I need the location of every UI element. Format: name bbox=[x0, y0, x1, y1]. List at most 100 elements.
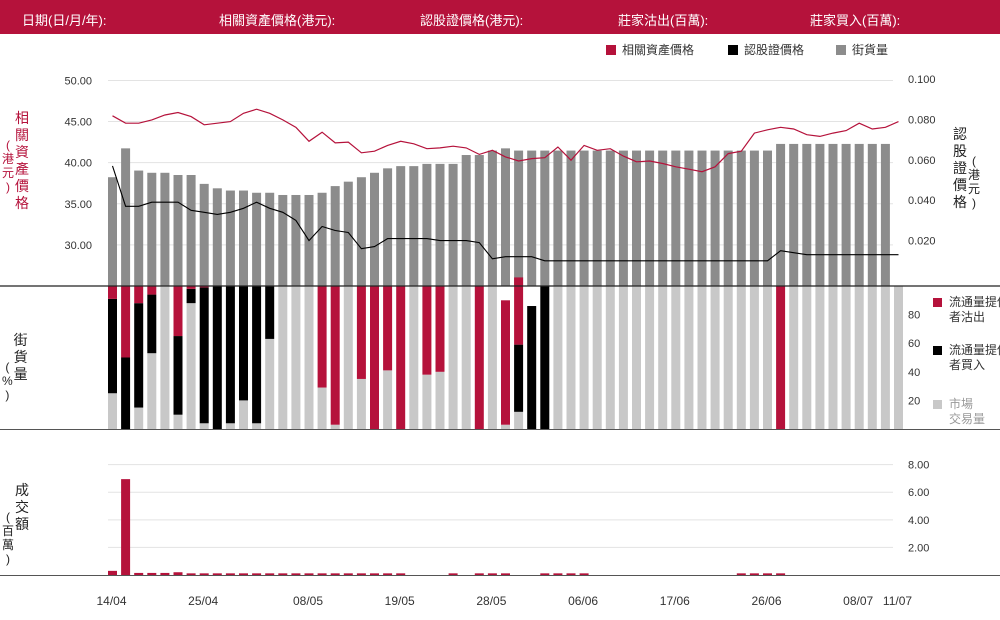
outstanding-bar bbox=[343, 181, 353, 286]
market-volume-bar bbox=[723, 286, 733, 429]
left-tick-label: 35.00 bbox=[64, 199, 92, 211]
lp-sell-bar bbox=[108, 286, 117, 299]
market-volume-bar bbox=[186, 303, 196, 429]
market-volume-bar bbox=[291, 286, 301, 429]
outstanding-bar bbox=[147, 172, 157, 286]
legend-label: 認股證價格 bbox=[744, 42, 804, 57]
legend-label: 市場交易量 bbox=[949, 396, 985, 426]
right-tick-label: 0.100 bbox=[908, 74, 936, 86]
turnover-bar bbox=[225, 573, 235, 575]
market-volume-bar bbox=[605, 286, 615, 429]
lp-buy-bar bbox=[252, 286, 262, 424]
header-warrant-price-label: 認股證價格(港元): bbox=[420, 13, 524, 28]
axis-unit: (港元) bbox=[968, 154, 981, 210]
right-tick-label: 0.060 bbox=[908, 155, 936, 167]
market-volume-bar bbox=[343, 286, 353, 429]
market-volume-bar bbox=[880, 286, 890, 429]
turnover-bar bbox=[330, 573, 340, 575]
outstanding-bar bbox=[828, 143, 838, 286]
market-volume-bar bbox=[461, 286, 471, 429]
market-volume-bar bbox=[579, 286, 589, 429]
axis-label-text: 成交額 bbox=[15, 482, 30, 532]
turnover-bar bbox=[278, 573, 288, 575]
turnover-bar bbox=[108, 570, 117, 575]
outstanding-bar bbox=[422, 163, 432, 286]
x-tick-label: 25/04 bbox=[188, 594, 218, 608]
lp-sell-bar bbox=[514, 277, 524, 345]
outstanding-bar bbox=[160, 172, 170, 286]
outstanding-bar bbox=[618, 150, 628, 286]
outstanding-bar bbox=[540, 150, 550, 286]
turnover-bar bbox=[343, 573, 353, 575]
header-lp-buy-label: 莊家買入(百萬): bbox=[810, 13, 901, 28]
lp-sell-bar bbox=[147, 286, 157, 295]
market-volume-bar bbox=[108, 393, 117, 429]
outstanding-bar bbox=[278, 194, 288, 286]
axis-unit: (百萬) bbox=[2, 510, 15, 566]
turnover-bar bbox=[579, 573, 589, 575]
market-volume-bar bbox=[632, 286, 641, 429]
outstanding-bar bbox=[671, 150, 681, 286]
market-volume-bar bbox=[854, 286, 864, 429]
market-volume-bar bbox=[894, 286, 903, 429]
lp-buy-bar bbox=[225, 286, 235, 424]
pct-tick-label: 80 bbox=[908, 310, 920, 322]
lp-sell-bar bbox=[383, 286, 393, 371]
lp-buy-bar bbox=[514, 344, 524, 412]
turnover-bar bbox=[317, 573, 327, 575]
left-tick-label: 50.00 bbox=[64, 75, 92, 87]
turnover-bar bbox=[199, 573, 209, 575]
turnover-tick-label: 4.00 bbox=[908, 515, 929, 527]
outstanding-bar bbox=[789, 143, 799, 286]
outstanding-bar bbox=[186, 175, 196, 286]
pct-tick-label: 60 bbox=[908, 338, 920, 350]
outstanding-bar bbox=[370, 172, 379, 286]
lp-sell-bar bbox=[173, 286, 183, 337]
lp-buy-bar bbox=[212, 286, 222, 429]
outstanding-bar bbox=[815, 143, 825, 286]
x-tick-label: 14/04 bbox=[96, 594, 126, 608]
market-volume-bar bbox=[828, 286, 838, 429]
outstanding-bar bbox=[317, 192, 327, 286]
turnover-bar bbox=[540, 573, 550, 575]
legend-swatch bbox=[933, 298, 942, 307]
market-volume-bar bbox=[278, 286, 288, 429]
market-volume-bar bbox=[867, 286, 877, 429]
outstanding-bar bbox=[632, 150, 641, 286]
outstanding-bar bbox=[592, 150, 602, 286]
turnover-bar bbox=[212, 573, 222, 575]
outstanding-bar bbox=[383, 168, 393, 286]
market-volume-bar bbox=[239, 400, 248, 429]
legend-swatch bbox=[933, 346, 942, 355]
turnover-bar bbox=[291, 573, 301, 575]
turnover-bar bbox=[356, 573, 366, 575]
axis-unit: (港元) bbox=[2, 138, 15, 194]
turnover-bar bbox=[763, 573, 772, 575]
outstanding-bar bbox=[487, 150, 497, 286]
turnover-bar bbox=[147, 572, 157, 575]
outstanding-bar bbox=[265, 192, 275, 286]
turnover-bar bbox=[474, 573, 484, 575]
turnover-bar bbox=[383, 573, 393, 575]
legend-swatch bbox=[728, 45, 738, 55]
outstanding-bar bbox=[435, 163, 445, 286]
x-tick-label: 17/06 bbox=[660, 594, 690, 608]
market-volume-bar bbox=[160, 286, 170, 429]
market-volume-bar bbox=[671, 286, 681, 429]
lp-sell-bar bbox=[501, 300, 510, 425]
lp-buy-bar bbox=[134, 303, 144, 408]
lp-buy-bar bbox=[199, 287, 209, 424]
legend-swatch bbox=[606, 45, 616, 55]
turnover-bar bbox=[121, 479, 131, 575]
lp-sell-bar bbox=[435, 286, 445, 372]
turnover-bar bbox=[370, 573, 379, 575]
legend-label: 流通量提供者沽出 bbox=[949, 294, 1000, 324]
warrant-price-axis-label: 認股證價格(港元) bbox=[952, 126, 980, 211]
market-volume-bar bbox=[199, 423, 209, 429]
outstanding-bar bbox=[356, 177, 366, 286]
market-volume-bar bbox=[658, 286, 668, 429]
outstanding-bar bbox=[108, 177, 117, 286]
legend-swatch bbox=[836, 45, 846, 55]
warrant-price-line bbox=[111, 165, 899, 262]
outstanding-bar bbox=[501, 148, 510, 286]
